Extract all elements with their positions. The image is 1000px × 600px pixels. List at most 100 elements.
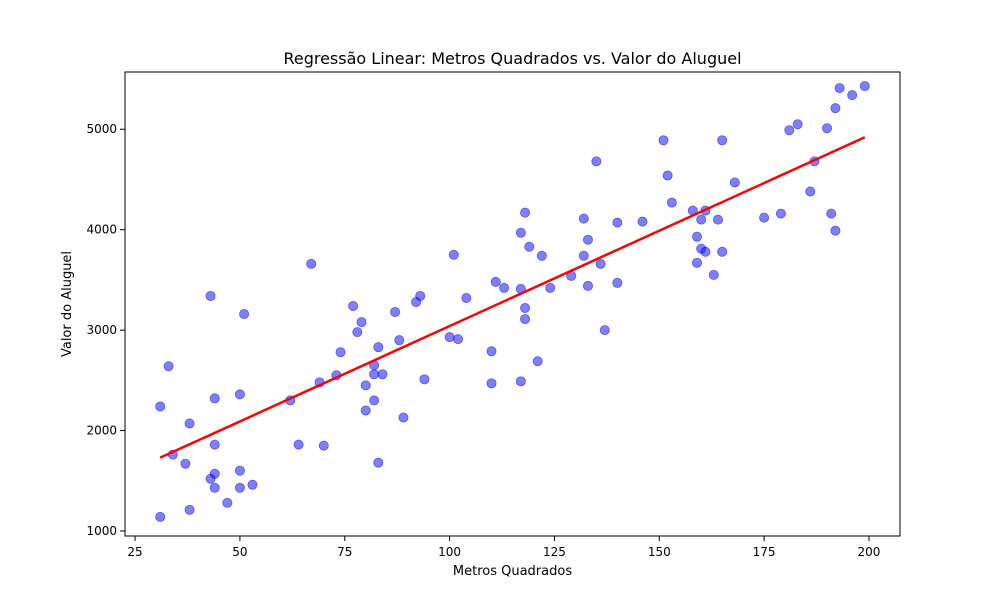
data-point	[775, 208, 786, 219]
data-point	[717, 135, 728, 146]
y-tick-label: 4000	[86, 223, 117, 237]
data-point	[805, 186, 816, 197]
data-point	[180, 458, 191, 469]
data-point	[390, 307, 401, 318]
data-point	[490, 276, 501, 287]
data-point	[335, 347, 346, 358]
data-point	[658, 135, 669, 146]
data-point	[247, 479, 258, 490]
data-point	[859, 81, 870, 92]
y-tick-label: 5000	[86, 122, 117, 136]
y-axis-ticks: 1000 2000 3000 4000 5000	[86, 122, 125, 538]
data-point	[792, 119, 803, 130]
data-point	[205, 290, 216, 301]
data-point	[612, 277, 623, 288]
data-point	[826, 208, 837, 219]
data-point	[591, 156, 602, 167]
data-point	[520, 303, 531, 314]
data-point	[394, 335, 405, 346]
data-point	[612, 217, 623, 228]
data-point	[700, 246, 711, 257]
data-point	[293, 439, 304, 450]
data-point	[369, 395, 380, 406]
scatter-points	[155, 81, 870, 522]
data-point	[595, 258, 606, 269]
data-point	[163, 361, 174, 372]
data-point	[373, 342, 384, 353]
data-point	[515, 376, 526, 387]
data-point	[830, 103, 841, 114]
plot-frame	[124, 71, 901, 537]
data-point	[184, 504, 195, 515]
data-point	[356, 317, 367, 328]
data-point	[666, 197, 677, 208]
x-tick-label: 100	[438, 545, 461, 559]
data-point	[578, 250, 589, 261]
data-point	[545, 282, 556, 293]
data-point	[234, 389, 245, 400]
data-point	[360, 405, 371, 416]
data-point	[486, 378, 497, 389]
data-point	[499, 282, 510, 293]
data-point	[239, 309, 250, 320]
data-point	[318, 440, 329, 451]
data-point	[419, 374, 430, 385]
data-point	[520, 314, 531, 325]
data-point	[532, 356, 543, 367]
chart-title: Regressão Linear: Metros Quadrados vs. V…	[283, 49, 741, 68]
x-tick-label: 75	[337, 545, 352, 559]
data-point	[662, 170, 673, 181]
data-point	[222, 497, 233, 508]
data-point	[369, 369, 380, 380]
data-point	[452, 334, 463, 345]
data-point	[398, 412, 409, 423]
data-point	[373, 457, 384, 468]
data-point	[520, 207, 531, 218]
data-point	[536, 250, 547, 261]
data-point	[461, 292, 472, 303]
data-point	[348, 301, 359, 312]
y-axis-label: Valor do Aluguel	[60, 251, 75, 357]
data-point	[515, 227, 526, 238]
data-point	[209, 468, 220, 479]
regression-line-layer	[159, 136, 866, 459]
y-tick-label: 3000	[86, 323, 117, 337]
data-point	[234, 465, 245, 476]
data-point	[822, 123, 833, 134]
data-point	[708, 269, 719, 280]
data-point	[155, 401, 166, 412]
data-point	[209, 482, 220, 493]
data-point	[486, 346, 497, 357]
data-point	[729, 177, 740, 188]
x-tick-label: 150	[648, 545, 671, 559]
data-point	[834, 83, 845, 94]
data-point	[847, 90, 858, 101]
data-point	[830, 225, 841, 236]
data-point	[524, 241, 535, 252]
x-axis-ticks: 25 50 75 100 125 150 175 200	[127, 536, 880, 559]
data-point	[209, 393, 220, 404]
data-point	[692, 257, 703, 268]
x-axis-label: Metros Quadrados	[453, 564, 572, 579]
x-tick-label: 175	[753, 545, 776, 559]
data-point	[234, 482, 245, 493]
data-point	[582, 280, 593, 291]
data-point	[155, 511, 166, 522]
regression-line	[159, 136, 866, 459]
data-point	[696, 214, 707, 225]
x-tick-label: 50	[232, 545, 247, 559]
x-tick-label: 125	[543, 545, 566, 559]
data-point	[784, 125, 795, 136]
x-tick-label: 25	[127, 545, 142, 559]
data-point	[582, 234, 593, 245]
data-point	[352, 327, 363, 338]
y-tick-label: 2000	[86, 424, 117, 438]
data-point	[448, 249, 459, 260]
data-point	[717, 246, 728, 257]
data-point	[712, 214, 723, 225]
data-point	[578, 213, 589, 224]
data-point	[759, 212, 770, 223]
data-point	[637, 216, 648, 227]
data-point	[209, 439, 220, 450]
